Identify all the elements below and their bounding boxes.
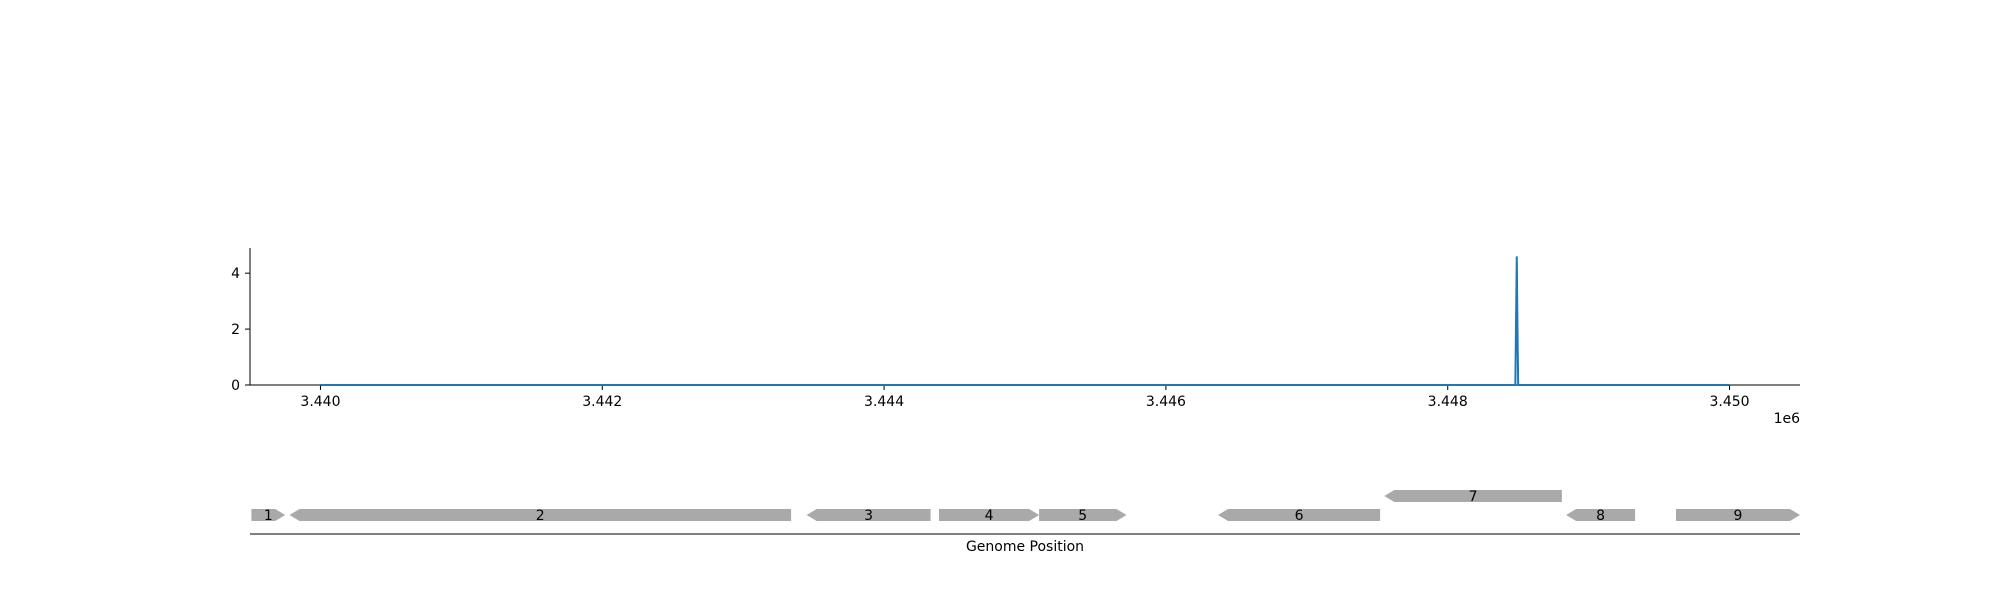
gene-arrow: [1039, 509, 1127, 521]
gene-label: 3: [864, 508, 873, 524]
gene-label: 7: [1469, 489, 1478, 505]
gene-arrow: [289, 509, 792, 521]
y-tick-label: 0: [231, 378, 240, 394]
gene-label: 1: [264, 508, 273, 524]
gene-track: 1 2 3 4 5 6 7 8 9 Genome Position: [250, 489, 1800, 555]
x-tick-label: 3.448: [1428, 394, 1468, 410]
x-tick-label: 3.440: [300, 394, 340, 410]
y-tick-label: 4: [231, 266, 240, 282]
x-tick-label: 3.442: [582, 394, 622, 410]
x-tick-label: 3.444: [864, 394, 904, 410]
gene-arrow: [939, 509, 1040, 521]
gene-label: 5: [1078, 508, 1087, 524]
gene-label: 6: [1295, 508, 1304, 524]
gene-arrow: [251, 509, 286, 521]
gene-label: 8: [1596, 508, 1605, 524]
gene-arrow: [1218, 509, 1381, 521]
gene-label: 9: [1734, 508, 1743, 524]
gene-arrow: [1384, 490, 1562, 502]
x-tick-label: 3.450: [1709, 394, 1749, 410]
gene-label: 2: [536, 508, 545, 524]
gene-label: 4: [985, 508, 994, 524]
x-offset-label: 1e6: [1774, 411, 1801, 427]
coverage-plot: 3.440 3.442 3.444 3.446 3.448 3.450 1e6 0 2 4: [231, 248, 1800, 427]
x-axis-title: Genome Position: [966, 539, 1084, 555]
x-tick-label: 3.446: [1146, 394, 1186, 410]
y-tick-label: 2: [231, 322, 240, 338]
gene-arrow: [806, 509, 931, 521]
gene-arrow: [1676, 509, 1800, 521]
coverage-line: [320, 256, 1730, 386]
gene-arrow: [1566, 509, 1636, 521]
